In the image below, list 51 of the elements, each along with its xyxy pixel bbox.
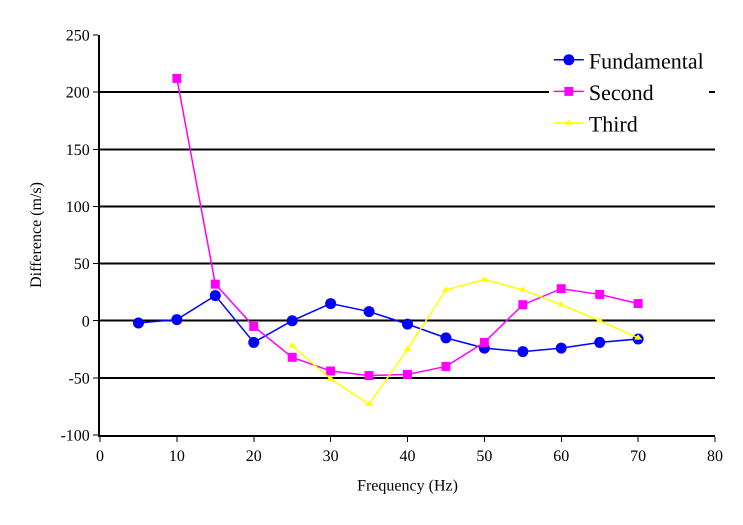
point (440, 332, 452, 344)
y-tick-label: 100 (66, 199, 90, 216)
point (364, 306, 375, 318)
point (288, 352, 297, 362)
legend-label: Third (588, 112, 638, 137)
y-tick-label: -50 (68, 370, 90, 388)
point (402, 318, 413, 330)
point (442, 286, 450, 292)
point (634, 334, 642, 340)
point (518, 286, 527, 292)
y-tick-label: -100 (60, 428, 90, 445)
point (595, 290, 604, 299)
x-tick-label: 80 (707, 448, 723, 466)
point (210, 280, 220, 289)
x-tick-label: 40 (400, 448, 416, 466)
point (556, 284, 566, 294)
x-tick-label: 20 (246, 448, 262, 466)
x-tick-label: 60 (553, 448, 570, 466)
point (594, 336, 606, 348)
point (403, 370, 412, 379)
y-tick-label: 150 (66, 142, 90, 159)
x-tick-label: 0 (96, 448, 104, 466)
x-tick-label: 10 (168, 448, 185, 466)
point (517, 346, 528, 358)
point (518, 300, 528, 310)
point (556, 342, 567, 354)
y-tick-label: 0 (82, 313, 90, 330)
x-tick-label: 50 (476, 448, 492, 466)
point (364, 371, 374, 380)
point (634, 299, 643, 308)
x-axis-title: Frequency (Hz) (357, 477, 458, 494)
x-tick-label: 30 (322, 448, 339, 466)
point (286, 315, 298, 326)
y-tick-label: 50 (74, 256, 90, 274)
point (248, 336, 260, 348)
y-tick-label: 250 (66, 28, 90, 45)
point (172, 74, 182, 83)
x-tick-label: 70 (630, 448, 646, 466)
point (132, 318, 144, 328)
point (210, 290, 221, 302)
legend-label: Fundamental (588, 48, 704, 74)
point (288, 342, 296, 348)
point (441, 362, 450, 371)
point (480, 338, 489, 347)
y-tick-label: 200 (66, 84, 90, 102)
y-axis-title: Difference (m/s) (28, 182, 45, 288)
point (249, 322, 258, 331)
legend-label: Second (588, 80, 654, 105)
point (171, 314, 182, 326)
point (326, 366, 336, 376)
point (325, 298, 336, 310)
